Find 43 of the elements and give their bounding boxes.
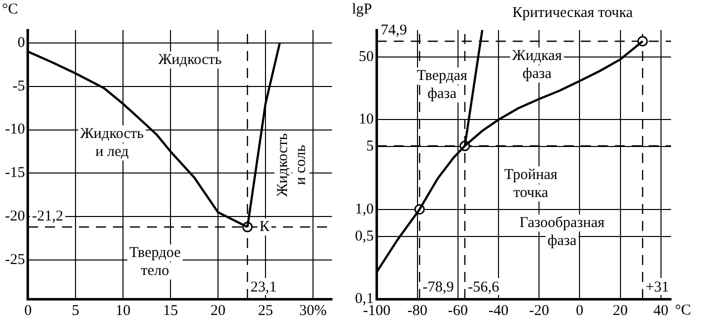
- ref-line-label: -56,6: [468, 279, 500, 296]
- y-tick-label: -15: [4, 165, 25, 182]
- annotation: Твердое тело: [129, 244, 182, 279]
- x-tick-label: 40: [653, 302, 668, 319]
- x-tick-label: 15: [162, 302, 178, 319]
- annotation: Жидкость и лед: [80, 126, 144, 160]
- x-tick-label: -20: [529, 302, 550, 319]
- annotation: Жидкость и соль: [274, 133, 309, 197]
- ref-line-label: -78,9: [422, 279, 454, 296]
- x-tick-label: 25: [258, 302, 273, 319]
- y-tick-label: 10: [358, 112, 374, 128]
- y-tick-label: 50: [358, 48, 374, 65]
- x-tick-label: 0: [576, 302, 584, 319]
- x-tick-label: 30%: [299, 302, 327, 319]
- x-tick-label: 20: [210, 302, 226, 319]
- y-tick-label: 0: [17, 34, 25, 51]
- x-tick-label: -40: [488, 302, 509, 319]
- y-tick-label: 1,0: [355, 201, 374, 218]
- annotation: Газообразная фаза: [519, 214, 605, 249]
- y-tick-label: -10: [4, 122, 25, 138]
- y-axis-title: lgP: [352, 1, 372, 18]
- x-tick-label: -80: [407, 302, 428, 319]
- ref-line-label: 74,9: [380, 22, 407, 39]
- x-tick-label: 5: [72, 302, 80, 319]
- ref-line-label: -21,2: [32, 208, 64, 224]
- annotation: Твердая фаза: [416, 68, 468, 102]
- ref-line-label: +31: [646, 279, 670, 296]
- x-tick-label: 10: [115, 302, 130, 319]
- annotation: Критическая точка: [512, 5, 634, 22]
- x-axis-title: °C: [675, 302, 692, 318]
- y-tick-label: 5: [366, 138, 374, 155]
- annotation: Тройная точка: [504, 166, 558, 201]
- y-tick-label: -5: [12, 78, 25, 94]
- annotation: К: [259, 218, 270, 235]
- y-tick-label: 0,5: [355, 228, 374, 244]
- x-tick-label: 20: [612, 302, 628, 319]
- annotation: Жидкость: [158, 52, 222, 68]
- x-tick-label: -60: [448, 302, 468, 319]
- ref-line-label: 23,1: [250, 279, 277, 296]
- annotation: Жидкая фаза: [512, 48, 562, 82]
- y-tick-label: -25: [4, 252, 25, 268]
- y-axis-title: °C: [2, 1, 18, 18]
- y-tick-label: -20: [4, 208, 25, 224]
